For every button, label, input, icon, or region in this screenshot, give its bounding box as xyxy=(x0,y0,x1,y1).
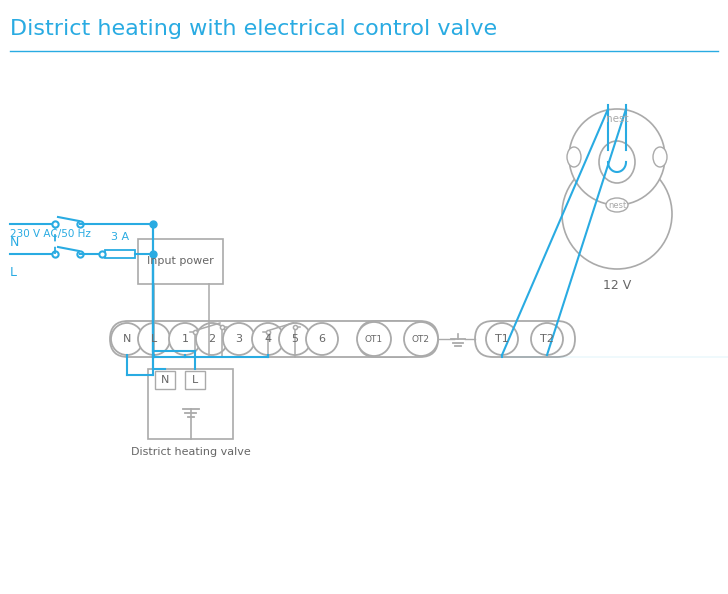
FancyBboxPatch shape xyxy=(148,369,233,439)
Text: 5: 5 xyxy=(291,334,298,344)
Text: 1: 1 xyxy=(181,334,189,344)
Text: 3: 3 xyxy=(235,334,242,344)
Circle shape xyxy=(138,323,170,355)
Text: L: L xyxy=(10,266,17,279)
Bar xyxy=(185,371,205,389)
Text: District heating valve: District heating valve xyxy=(130,447,250,457)
FancyBboxPatch shape xyxy=(138,239,223,284)
Text: N: N xyxy=(123,334,131,344)
Text: 230 V AC/50 Hz: 230 V AC/50 Hz xyxy=(10,229,91,239)
Circle shape xyxy=(569,109,665,205)
Circle shape xyxy=(486,323,518,355)
Text: nest: nest xyxy=(608,201,626,210)
FancyBboxPatch shape xyxy=(110,321,420,357)
Text: N: N xyxy=(161,375,169,385)
Circle shape xyxy=(404,322,438,356)
Text: Input power: Input power xyxy=(147,257,214,267)
Circle shape xyxy=(252,323,284,355)
Circle shape xyxy=(357,322,391,356)
Ellipse shape xyxy=(599,141,635,183)
Circle shape xyxy=(169,323,201,355)
Ellipse shape xyxy=(606,198,628,212)
Circle shape xyxy=(562,159,672,269)
Text: 4: 4 xyxy=(264,334,272,344)
Text: 12 V: 12 V xyxy=(603,279,631,292)
Ellipse shape xyxy=(567,147,581,167)
Circle shape xyxy=(223,323,255,355)
Text: OT1: OT1 xyxy=(365,334,383,343)
Circle shape xyxy=(279,323,311,355)
Circle shape xyxy=(111,323,143,355)
Circle shape xyxy=(306,323,338,355)
Text: N: N xyxy=(10,236,20,249)
Text: 6: 6 xyxy=(319,334,325,344)
Text: 2: 2 xyxy=(208,334,215,344)
Text: L: L xyxy=(151,334,157,344)
FancyBboxPatch shape xyxy=(358,321,438,357)
Circle shape xyxy=(531,323,563,355)
FancyBboxPatch shape xyxy=(475,321,575,357)
Text: nest: nest xyxy=(606,114,628,124)
Circle shape xyxy=(196,323,228,355)
Bar xyxy=(105,250,135,258)
Text: T2: T2 xyxy=(540,334,554,344)
Ellipse shape xyxy=(653,147,667,167)
Text: OT2: OT2 xyxy=(412,334,430,343)
Text: T1: T1 xyxy=(495,334,509,344)
Text: L: L xyxy=(192,375,198,385)
Text: District heating with electrical control valve: District heating with electrical control… xyxy=(10,19,497,39)
Text: 3 A: 3 A xyxy=(111,232,129,242)
Bar xyxy=(155,371,175,389)
